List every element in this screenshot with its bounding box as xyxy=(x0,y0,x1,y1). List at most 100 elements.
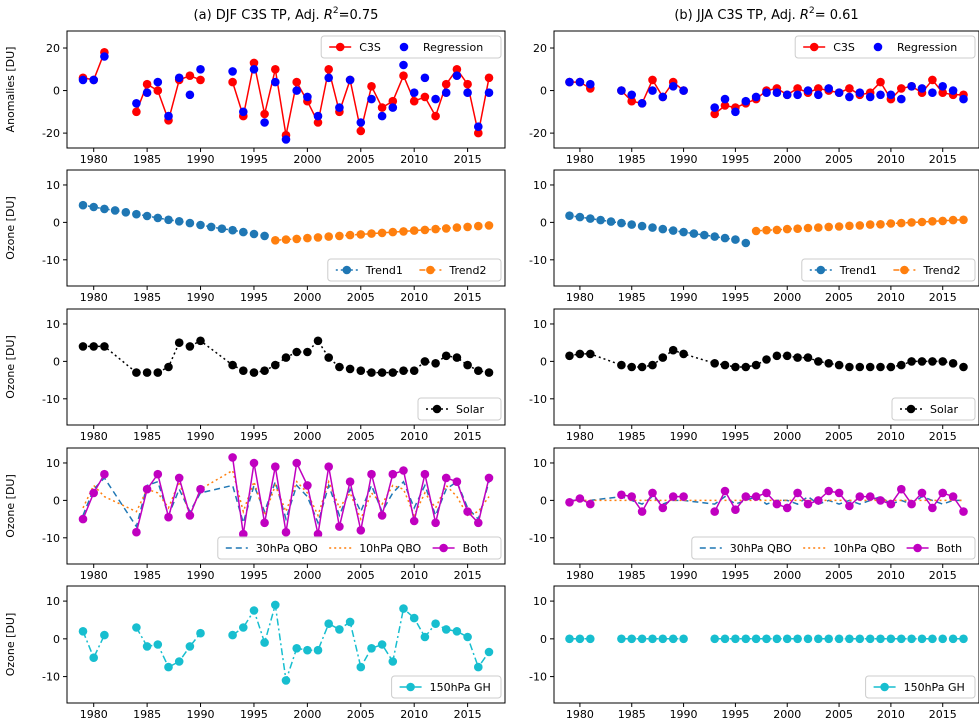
plot-area xyxy=(565,345,968,372)
data-point-trend1 xyxy=(679,227,688,237)
data-point-c3s xyxy=(356,126,366,136)
y-axis-label: Ozone [DU] xyxy=(4,474,17,538)
x-tick-label: 1995 xyxy=(721,153,749,166)
data-point-trend1 xyxy=(710,232,719,241)
x-tick-label: 1995 xyxy=(240,291,268,304)
data-point-c3s xyxy=(271,65,280,74)
data-point-solar xyxy=(388,368,398,377)
data-point-trend2 xyxy=(313,233,323,242)
data-point-solar xyxy=(627,362,636,372)
data-point-c3s xyxy=(484,73,494,83)
data-point-trend2 xyxy=(824,222,833,232)
data-point-solar xyxy=(153,368,163,377)
data-point-both xyxy=(431,518,440,528)
x-tick-label: 2000 xyxy=(293,708,321,721)
data-point-regression xyxy=(928,88,937,97)
data-point-trend2 xyxy=(484,221,494,230)
x-tick-label: 1985 xyxy=(133,569,161,582)
plot-area xyxy=(78,336,494,377)
data-point-regression xyxy=(586,79,595,89)
data-point-trend2 xyxy=(834,222,844,231)
data-point-150hpa-gh xyxy=(196,628,205,638)
x-tick-label: 2010 xyxy=(877,153,905,166)
data-point-150hpa-gh xyxy=(648,634,657,644)
data-point-both xyxy=(452,477,462,487)
legend: 30hPa QBO 10hPa QBO Both xyxy=(691,536,976,560)
data-point-trend2 xyxy=(409,226,419,235)
y-tick-label: -10 xyxy=(42,393,60,406)
data-point-solar xyxy=(865,362,875,372)
y-tick-label: -10 xyxy=(42,532,60,545)
data-point-trend2 xyxy=(356,230,366,239)
data-point-solar xyxy=(731,362,740,372)
data-point-both xyxy=(228,453,237,462)
data-point-solar xyxy=(100,342,109,351)
data-point-trend1 xyxy=(164,215,173,225)
data-point-regression xyxy=(356,118,366,127)
data-point-trend2 xyxy=(845,221,854,231)
data-point-150hpa-gh xyxy=(731,634,740,644)
y-axis-label: Ozone [DU] xyxy=(4,196,17,260)
data-point-c3s xyxy=(431,111,440,121)
data-point-150hpa-gh xyxy=(356,662,366,672)
legend-label: 150hPa GH xyxy=(904,681,965,694)
data-point-regression xyxy=(303,92,312,102)
data-point-trend1 xyxy=(260,231,269,241)
data-point-regression xyxy=(617,86,626,95)
y-tick-label: 10 xyxy=(46,179,60,192)
data-point-150hpa-gh xyxy=(78,627,88,636)
data-point-both xyxy=(367,469,376,479)
data-point-c3s xyxy=(452,65,462,74)
legend-swatch-marker xyxy=(399,42,409,52)
data-point-150hpa-gh xyxy=(388,657,398,666)
data-point-both xyxy=(824,486,833,496)
data-point-both xyxy=(565,498,574,507)
data-point-both xyxy=(668,492,678,501)
x-tick-label: 1980 xyxy=(80,291,108,304)
data-point-regression xyxy=(648,86,657,95)
data-point-c3s xyxy=(463,79,472,89)
data-point-solar xyxy=(174,338,184,348)
legend-label: C3S xyxy=(359,41,381,54)
data-point-regression xyxy=(658,92,668,102)
x-tick-label: 1985 xyxy=(133,291,161,304)
data-point-trend1 xyxy=(565,211,574,220)
legend-label: 10hPa QBO xyxy=(833,542,895,555)
panel-title: (a) DJF C3S TP, Adj. R2=0.75 xyxy=(194,6,379,23)
data-point-trend1 xyxy=(153,213,163,223)
y-tick-label: 0 xyxy=(53,85,60,98)
title-superscript: 2 xyxy=(333,6,339,16)
data-point-regression xyxy=(762,88,771,97)
data-point-150hpa-gh xyxy=(637,634,647,644)
data-point-trend2 xyxy=(917,217,927,227)
data-point-150hpa-gh xyxy=(260,638,269,647)
x-tick-label: 2015 xyxy=(454,708,482,721)
data-point-150hpa-gh xyxy=(855,634,865,644)
data-point-c3s xyxy=(367,82,376,91)
data-point-solar xyxy=(938,357,947,366)
data-point-both xyxy=(260,518,269,528)
data-point-150hpa-gh xyxy=(89,653,98,662)
data-point-regression xyxy=(710,103,719,112)
data-point-regression xyxy=(249,65,259,74)
data-point-solar xyxy=(399,366,408,376)
legend: Trend1 Trend2 xyxy=(327,258,502,282)
x-tick-label: 1980 xyxy=(80,708,108,721)
x-tick-label: 2010 xyxy=(877,569,905,582)
data-point-solar xyxy=(793,353,802,362)
x-tick-label: 2015 xyxy=(929,430,957,443)
x-tick-label: 2000 xyxy=(773,291,801,304)
plot-area xyxy=(565,634,968,644)
data-point-regression xyxy=(239,107,248,117)
data-point-trend1 xyxy=(89,202,98,212)
x-tick-label: 2015 xyxy=(929,708,957,721)
data-point-150hpa-gh xyxy=(917,634,927,644)
data-point-solar xyxy=(575,349,585,359)
panel-right-2: -10 0 10 1980 1985 1990 1995 2000 2005 2010 2015 Tr… xyxy=(529,169,979,304)
data-point-solar xyxy=(474,366,483,376)
data-point-trend2 xyxy=(948,215,958,225)
x-tick-label: 1980 xyxy=(566,430,594,443)
data-point-150hpa-gh xyxy=(907,634,916,644)
axes-frame xyxy=(553,308,979,426)
data-point-c3s xyxy=(185,71,195,80)
